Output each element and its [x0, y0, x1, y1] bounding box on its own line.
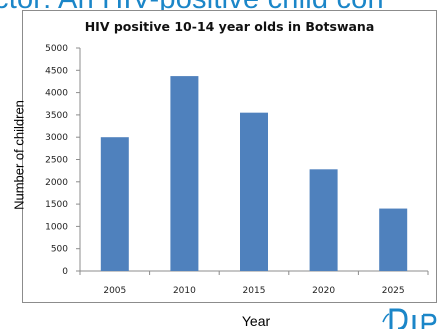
- x-tick-label: 2020: [312, 286, 335, 296]
- y-tick-label: 0: [62, 267, 68, 277]
- y-tick-label: 3500: [45, 111, 68, 121]
- chart-frame: [22, 10, 437, 303]
- logo-fragment-icon: [382, 308, 437, 329]
- x-tick-label: 2010: [173, 286, 196, 296]
- x-axis-label: Year: [241, 313, 271, 329]
- y-tick-label: 1000: [45, 222, 68, 232]
- y-tick-label: 2000: [45, 178, 68, 188]
- y-tick-label: 2500: [45, 156, 68, 166]
- y-tick-label: 1500: [45, 200, 68, 210]
- chart-title: HIV positive 10-14 year olds in Botswana: [84, 19, 375, 34]
- y-tick-label: 4000: [45, 89, 68, 99]
- bar-2005: [100, 137, 129, 271]
- bar-2010: [170, 76, 199, 272]
- x-tick-label: 2025: [382, 286, 405, 296]
- bar-2025: [379, 208, 408, 271]
- y-tick-label: 3000: [45, 133, 68, 143]
- y-tick-label: 4500: [45, 66, 68, 76]
- y-tick-label: 5000: [45, 44, 68, 54]
- x-tick-label: 2015: [243, 286, 266, 296]
- x-tick-label: 2005: [103, 286, 126, 296]
- y-tick-label: 500: [51, 245, 68, 255]
- bar-2015: [240, 112, 268, 271]
- bar-2020: [309, 169, 338, 271]
